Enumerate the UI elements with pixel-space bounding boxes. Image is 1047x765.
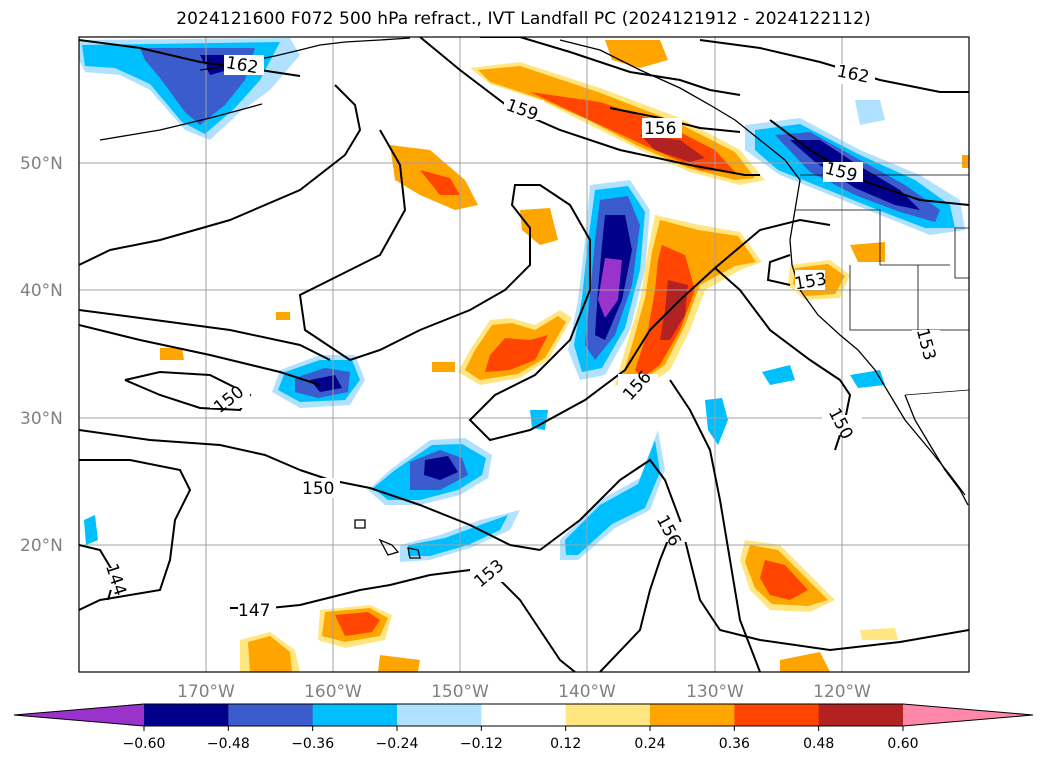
- shade-bottom-orange-2b: [248, 636, 292, 672]
- shade-trough-purple: [598, 258, 622, 318]
- lat-label-30n: 30°N: [20, 409, 63, 429]
- lon-label-160w: 160°W: [304, 682, 362, 702]
- contour-156-b: [79, 309, 331, 361]
- shade-spot-3: [530, 410, 548, 430]
- colorbar-segment: [228, 704, 314, 726]
- colorbar-tick-label: 0.12: [550, 736, 581, 752]
- shade-streak-22n-2: [565, 440, 660, 555]
- coastline-baja: [904, 394, 969, 506]
- colorbar-segment: [734, 704, 820, 726]
- coastline-hawaii-3: [354, 519, 366, 529]
- colorbar-segment: [144, 704, 229, 726]
- shade-spot-orange-9: [962, 155, 969, 168]
- colorbar-tick-label: −0.36: [291, 736, 334, 752]
- shade-blob-18n-3: [760, 560, 808, 600]
- contour-east-c: [766, 254, 791, 286]
- coastline-hawaii-1: [378, 538, 400, 556]
- shade-spot-7: [850, 242, 885, 262]
- colorbar-tick-label: −0.24: [376, 736, 419, 752]
- colorbar: −0.60 −0.48 −0.36 −0.24 −0.12 0.12 0.24 0.36 0.4…: [13, 703, 1034, 752]
- contour-156-c: [480, 37, 741, 96]
- contour-153: [79, 324, 321, 386]
- shade-blob-center-north-2: [420, 170, 460, 195]
- border-state-1: [795, 209, 950, 266]
- colorbar-tick-label: 0.48: [803, 736, 834, 752]
- colorbar-segment: [650, 704, 735, 726]
- lon-label-130w: 130°W: [686, 682, 744, 702]
- colorbar-segment: [312, 704, 398, 726]
- shade-blob-33n-4: [310, 375, 342, 392]
- colorbar-tick-label: −0.60: [123, 736, 166, 752]
- shade-streak-20n-2: [408, 515, 508, 556]
- shade-bottom-orange-7: [276, 312, 290, 320]
- colorbar-tick-label: −0.48: [207, 736, 250, 752]
- plot-frame: [78, 36, 970, 673]
- shade-bottom-orange-4: [780, 652, 830, 672]
- contour-159: [419, 37, 760, 176]
- shade-gulf-band-4: [640, 135, 705, 162]
- colorbar-segment: [818, 704, 904, 726]
- coastline-west: [789, 209, 966, 496]
- lon-label-150w: 150°W: [431, 682, 489, 702]
- colorbar-extend-high: [903, 704, 1033, 726]
- shade-blob-35n-3: [485, 335, 548, 372]
- coastline-alaska-pen: [99, 103, 263, 141]
- colorbar-segment: [397, 704, 482, 726]
- colorbar-tick-label: 0.36: [719, 736, 750, 752]
- lat-label-40n: 40°N: [20, 281, 63, 301]
- contour-153-b: [389, 568, 576, 672]
- contour-156-d: [539, 458, 969, 652]
- contour-label-156-north: 156: [644, 119, 676, 139]
- colorbar-tick-label: 0.60: [887, 736, 918, 752]
- height-contours: [79, 37, 969, 672]
- map-title: 2024121600 F072 500 hPa refract., IVT La…: [176, 9, 871, 29]
- lon-label-170w: 170°W: [177, 682, 235, 702]
- colorbar-tick-label: 0.24: [634, 736, 665, 752]
- shade-bottom-orange-6: [160, 348, 184, 360]
- coastline-hawaii-2: [407, 547, 421, 559]
- shade-bottom-orange-8: [432, 362, 455, 372]
- colorbar-segment: [481, 704, 567, 726]
- colorbar-segment: [565, 704, 651, 726]
- contour-162-west: [79, 39, 301, 77]
- contour-159-b: [79, 84, 362, 266]
- shade-ridge-orange-4: [660, 280, 688, 340]
- contour-147: [79, 459, 192, 611]
- contour-label-150-mid: 150: [302, 479, 334, 499]
- border-us-mexico: [904, 389, 969, 396]
- shade-spot-2: [762, 365, 795, 385]
- border-state-4: [954, 227, 969, 279]
- shade-spot-5: [850, 370, 885, 388]
- shade-bottom-orange-5: [860, 628, 898, 640]
- contour-153-c: [599, 534, 671, 672]
- contour-label-147: 147: [238, 601, 270, 621]
- lat-label-50n: 50°N: [20, 154, 63, 174]
- shade-blob-25n-4: [424, 456, 458, 480]
- shade-spot-1: [705, 398, 728, 445]
- coastline-alaska-se: [559, 39, 801, 211]
- contour-closed-a: [298, 129, 831, 442]
- lat-label-20n: 20°N: [20, 536, 63, 556]
- colorbar-extend-low: [14, 704, 144, 726]
- lon-label-120w: 120°W: [813, 682, 871, 702]
- colorbar-tick-label: −0.12: [460, 736, 503, 752]
- lon-label-140w: 140°W: [558, 682, 616, 702]
- contour-east-b: [669, 379, 761, 672]
- shade-bottom-orange-3: [378, 655, 420, 672]
- shade-spot-4: [84, 515, 98, 545]
- contour-150: [79, 429, 301, 471]
- shade-spot-6: [855, 100, 885, 125]
- shade-bottom-orange-1c: [335, 612, 380, 636]
